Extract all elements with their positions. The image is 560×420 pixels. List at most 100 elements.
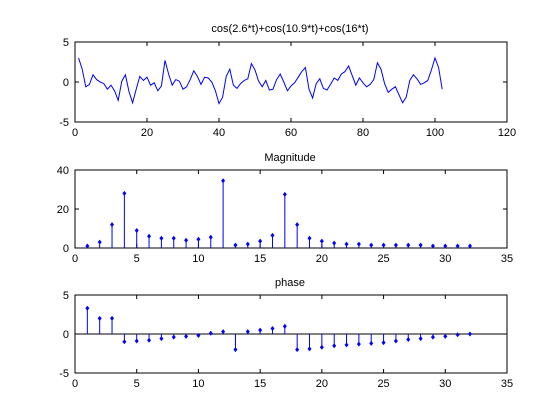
phase-stem-marker [455, 332, 460, 338]
phase-stem-marker [443, 333, 448, 339]
phase-stem-marker [381, 340, 386, 346]
magnitude-ytick-label: 40 [57, 165, 69, 177]
phase-stem-marker [171, 334, 176, 340]
magnitude-stem-marker [430, 243, 435, 249]
phase-stem-marker [344, 342, 349, 348]
magnitude-stem-marker [171, 235, 176, 241]
magnitude-plot: Magnitude 0 5 10 15 20 25 30 35 0 20 40 [57, 152, 513, 265]
magnitude-stem-marker [319, 238, 324, 244]
magnitude-stem-marker [245, 241, 250, 247]
phase-stem-marker [184, 333, 189, 339]
phase-ytick-label: -5 [59, 368, 69, 380]
magnitude-stem-marker [85, 243, 90, 249]
top-xtick-label: 120 [498, 127, 516, 139]
magnitude-stem-marker [443, 243, 448, 249]
phase-xtick-label: 35 [501, 378, 513, 390]
phase-xtick-label: 25 [377, 378, 389, 390]
phase-stem-marker [332, 343, 337, 349]
magnitude-stem-marker [369, 242, 374, 248]
phase-xtick-label: 30 [439, 378, 451, 390]
magnitude-xtick-label: 20 [316, 253, 328, 265]
phase-stem-marker [147, 337, 152, 343]
magnitude-xtick-label: 15 [254, 253, 266, 265]
top-plot-title: cos(2.6*t)+cos(10.9*t)+cos(16*t) [211, 23, 368, 35]
top-xtick-label: 40 [213, 127, 225, 139]
phase-xtick-label: 0 [72, 378, 78, 390]
top-signal-line [78, 56, 443, 105]
magnitude-stem-marker [344, 241, 349, 247]
top-xtick-label: 80 [357, 127, 369, 139]
phase-stem-marker [282, 323, 287, 329]
top-signal-plot: cos(2.6*t)+cos(10.9*t)+cos(16*t) 0 20 40 60… [59, 23, 516, 139]
top-xtick-label: 0 [72, 127, 78, 139]
magnitude-stem-marker [356, 241, 361, 247]
top-xtick-label: 60 [285, 127, 297, 139]
phase-ytick-label: 5 [63, 290, 69, 302]
phase-ytick-label: 0 [63, 329, 69, 341]
phase-stem-marker [159, 336, 164, 342]
phase-stem-marker [208, 330, 213, 336]
phase-stem-marker [258, 327, 263, 333]
magnitude-stem-marker [134, 227, 139, 233]
magnitude-stem-marker [307, 235, 312, 241]
magnitude-stem-marker [393, 242, 398, 248]
magnitude-stem-marker [270, 232, 275, 238]
phase-stem-marker [97, 315, 102, 321]
top-xtick-label: 100 [426, 127, 444, 139]
phase-stem-marker [134, 338, 139, 344]
magnitude-stem-marker [418, 242, 423, 248]
magnitude-stem-marker [295, 222, 300, 228]
magnitude-xtick-label: 0 [72, 253, 78, 265]
magnitude-stem-marker [282, 191, 287, 197]
phase-plot: phase 0 5 10 15 20 25 30 35-505 [59, 277, 513, 390]
phase-stem-marker [110, 315, 115, 321]
magnitude-stem-marker [147, 233, 152, 239]
top-ytick-label: 0 [63, 77, 69, 89]
magnitude-stem-marker [221, 178, 226, 184]
phase-xtick-label: 5 [134, 378, 140, 390]
phase-stem-marker [393, 338, 398, 344]
magnitude-xtick-label: 5 [134, 253, 140, 265]
phase-stem-marker [430, 334, 435, 340]
phase-stem-marker [85, 305, 90, 311]
phase-stem-marker [467, 331, 472, 337]
magnitude-ytick-label: 0 [63, 243, 69, 255]
magnitude-stem-marker [208, 234, 213, 240]
magnitude-stem-marker [467, 243, 472, 249]
magnitude-stem-marker [184, 237, 189, 243]
magnitude-stem-marker [110, 222, 115, 228]
magnitude-stem-marker [196, 236, 201, 242]
top-ytick-label: -5 [59, 117, 69, 129]
phase-stem-marker [221, 329, 226, 335]
magnitude-stem-marker [258, 238, 263, 244]
phase-xtick-label: 20 [316, 378, 328, 390]
magnitude-xtick-label: 10 [192, 253, 204, 265]
phase-stem-marker [233, 347, 238, 353]
phase-stem-marker [245, 329, 250, 335]
magnitude-plot-title: Magnitude [264, 152, 315, 164]
phase-stem-marker [307, 346, 312, 352]
magnitude-stem-marker [455, 243, 460, 249]
magnitude-ytick-label: 20 [57, 204, 69, 216]
magnitude-stem-marker [406, 242, 411, 248]
phase-xtick-label: 10 [192, 378, 204, 390]
magnitude-stem-marker [159, 235, 164, 241]
top-xtick-label: 20 [141, 127, 153, 139]
phase-stem-marker [406, 336, 411, 342]
magnitude-xtick-label: 35 [501, 253, 513, 265]
magnitude-xtick-label: 30 [439, 253, 451, 265]
magnitude-stem-marker [332, 240, 337, 246]
phase-stem-marker [295, 347, 300, 353]
phase-stem-marker [418, 336, 423, 342]
magnitude-stem-marker [381, 242, 386, 248]
phase-plot-title: phase [275, 277, 305, 289]
phase-stem-marker [122, 339, 127, 345]
magnitude-stem-marker [233, 242, 238, 248]
phase-stem-marker [196, 333, 201, 339]
phase-stem-marker [319, 344, 324, 350]
magnitude-stem-marker [122, 190, 127, 196]
phase-stem-marker [356, 341, 361, 347]
top-ytick-label: 5 [63, 37, 69, 49]
